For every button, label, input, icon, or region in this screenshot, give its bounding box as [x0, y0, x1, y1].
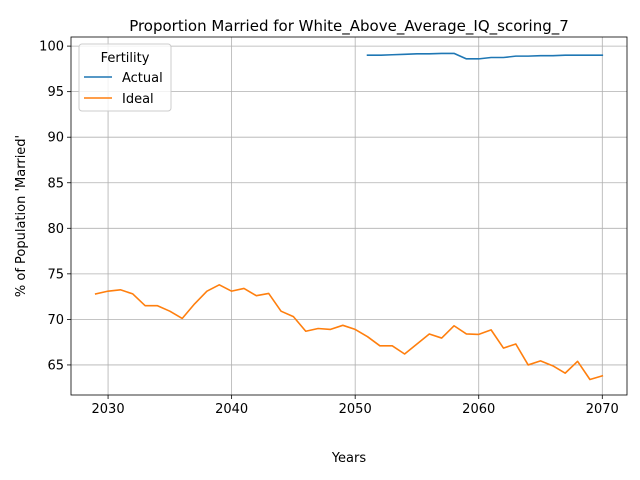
legend-label-ideal: Ideal: [122, 92, 154, 107]
series-lines: [94, 52, 604, 381]
plot-frame: [70, 36, 628, 396]
series-line-actual: [366, 52, 604, 60]
x-tick-label: 2050: [339, 402, 372, 417]
y-axis-title: % of Population 'Married': [14, 135, 29, 297]
y-tick-label: 100: [39, 40, 64, 55]
y-tick-label: 65: [47, 358, 64, 373]
x-tick-label: 2060: [462, 402, 495, 417]
x-tick-label: 2030: [92, 402, 125, 417]
y-tick-label: 85: [47, 176, 64, 191]
legend: Fertility Actual Ideal: [78, 43, 172, 112]
y-tick-label: 95: [47, 85, 64, 100]
legend-box: [78, 43, 172, 112]
y-tick-label: 80: [47, 222, 64, 237]
axis-ticks: 2030 2040 2050 2060 2070 65 70 75 80 85 90 95 100: [39, 40, 619, 417]
y-tick-label: 90: [47, 131, 64, 146]
legend-title: Fertility: [101, 51, 150, 66]
series-line-ideal: [94, 283, 604, 381]
y-tick-label: 75: [47, 267, 64, 282]
y-tick-label: 70: [47, 313, 64, 328]
x-tick-label: 2040: [215, 402, 248, 417]
legend-label-actual: Actual: [122, 71, 163, 86]
x-tick-label: 2070: [586, 402, 619, 417]
x-axis-title: Years: [331, 451, 367, 466]
chart-title: Proportion Married for White_Above_Avera…: [129, 17, 569, 36]
